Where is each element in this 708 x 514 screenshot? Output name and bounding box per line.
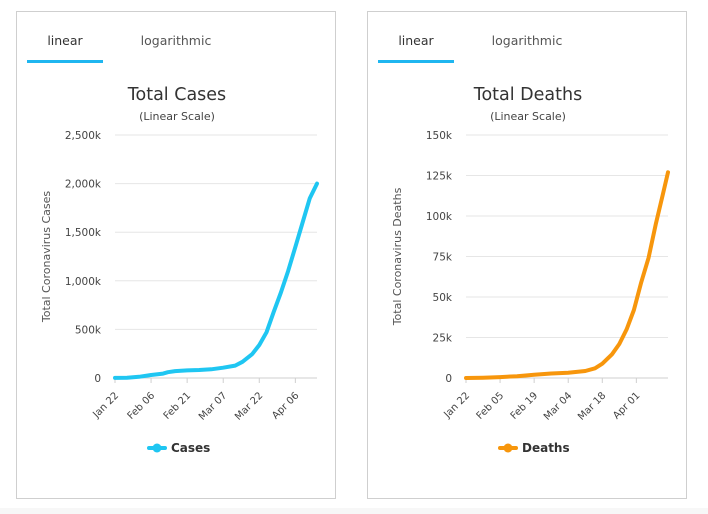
x-tick-label: Mar 22	[233, 390, 265, 422]
scale-tabs: linear logarithmic	[27, 26, 327, 66]
active-tab-indicator	[27, 60, 103, 63]
x-tick-label: Jan 22	[441, 390, 472, 421]
legend-marker	[152, 443, 162, 453]
y-tick-label: 0	[445, 373, 452, 385]
chart-title: Total Deaths	[473, 85, 582, 105]
y-tick-label: 0	[94, 373, 101, 385]
y-tick-label: 75k	[433, 252, 453, 264]
x-tick-label: Feb 19	[509, 390, 541, 422]
y-tick-label: 100k	[426, 211, 453, 223]
y-tick-label: 125k	[426, 171, 453, 183]
y-tick-label: 2,500k	[65, 130, 102, 142]
deaths-chart-card: linear logarithmic Total Deaths (Linear S…	[367, 11, 687, 499]
y-tick-label: 1,000k	[65, 276, 102, 288]
deaths-chart: Total Deaths (Linear Scale) 0 25k 50k 75k 100k…	[391, 85, 670, 455]
y-tick-label: 50k	[433, 292, 453, 304]
legend-marker	[503, 443, 513, 453]
y-axis-label: Total Coronavirus Deaths	[391, 187, 404, 326]
x-tick-label: Apr 06	[270, 390, 301, 421]
x-tick-label: Jan 22	[90, 390, 121, 421]
tab-logarithmic[interactable]: logarithmic	[140, 33, 212, 48]
x-tick-label: Mar 07	[197, 390, 229, 422]
x-tick-label: Mar 18	[576, 390, 608, 422]
chart-subtitle: (Linear Scale)	[139, 110, 215, 123]
cases-chart-card: linear logarithmic Total Cases (Linear Sc…	[16, 11, 336, 499]
tab-logarithmic[interactable]: logarithmic	[491, 33, 563, 48]
y-tick-label: 25k	[433, 333, 453, 345]
y-tick-label: 150k	[426, 130, 453, 142]
y-tick-label: 500k	[75, 324, 102, 336]
y-tick-label: 2,000k	[65, 179, 102, 191]
page-bottom-band	[0, 508, 708, 514]
y-tick-label: 1,500k	[65, 227, 102, 239]
tab-linear[interactable]: linear	[398, 33, 434, 48]
x-tick-label: Feb 21	[162, 390, 194, 422]
legend-item[interactable]: Cases	[171, 441, 210, 455]
chart-title: Total Cases	[127, 85, 226, 105]
x-tick-label: Feb 05	[475, 390, 507, 422]
x-tick-label: Feb 06	[126, 390, 158, 422]
active-tab-indicator	[378, 60, 454, 63]
scale-tabs: linear logarithmic	[378, 26, 678, 66]
cases-chart: Total Cases (Linear Scale) 0 500k 1,000k 1,50…	[40, 85, 319, 455]
x-tick-label: Apr 01	[611, 390, 642, 421]
legend-item[interactable]: Deaths	[522, 441, 570, 455]
y-axis-label: Total Coronavirus Cases	[40, 191, 53, 324]
x-tick-label: Mar 04	[542, 390, 574, 422]
chart-subtitle: (Linear Scale)	[490, 110, 566, 123]
series-line-cases	[113, 181, 319, 380]
series-line-deaths	[464, 170, 670, 380]
tab-linear[interactable]: linear	[47, 33, 83, 48]
